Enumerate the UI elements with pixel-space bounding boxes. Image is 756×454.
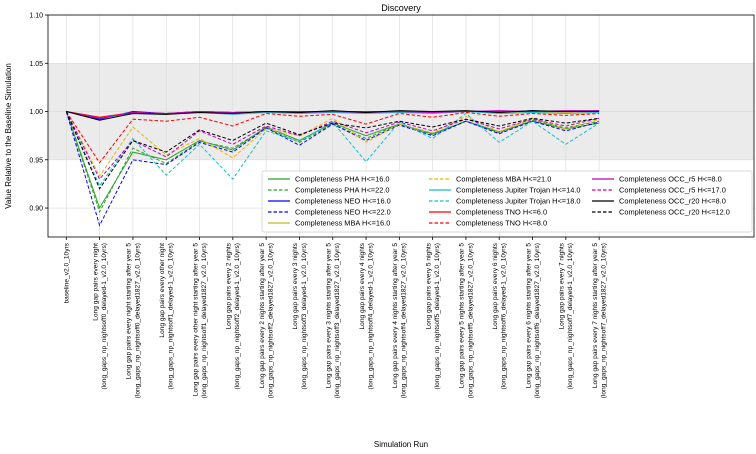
svg-text:Long gap pairs every 4 nights(: Long gap pairs every 4 nights (long_gaps_… <box>359 242 375 389</box>
legend-entry: Completeness OCC_r20 H<=8.0 <box>619 197 726 206</box>
svg-text:Long gap pairs every night(lon: Long gap pairs every night (long_gaps_np_… <box>92 243 108 390</box>
legend-entry: Completeness TNO H<=8.0 <box>456 219 547 228</box>
legend-entry: Completeness TNO H<=6.0 <box>456 208 547 217</box>
series-line-10 <box>66 110 600 119</box>
y-tick-label: 1.05 <box>29 61 43 68</box>
plot-frame <box>47 14 755 238</box>
x-tick-label: Long gap pairs every 6 nights starting a… <box>525 243 541 399</box>
series-line-13 <box>65 111 600 190</box>
x-tick-label: Long gap pairs every 5 nights (long_gaps_… <box>425 242 441 389</box>
x-tick-label: Long gap pairs every 7 nights (long_gaps_… <box>559 242 575 389</box>
x-tick-label: Long gap pairs every other night startin… <box>192 243 208 399</box>
svg-text:Long gap pairs every 6 nights(: Long gap pairs every 6 nights (long_gaps_… <box>492 242 508 389</box>
legend-entry: Completeness OCC_r5 H<=17.0 <box>619 186 726 195</box>
svg-text:Long gap pairs every 7 nights(: Long gap pairs every 7 nights (long_gaps_… <box>559 242 575 389</box>
svg-text:Long gap pairs every 7 nights: Long gap pairs every 7 nights starting a… <box>592 243 608 399</box>
x-tick-label: Long gap pairs every 2 nights starting a… <box>259 243 275 399</box>
series-line-7 <box>65 111 600 187</box>
legend-box <box>261 170 753 233</box>
series-line-12 <box>66 110 600 121</box>
y-tick-label: 0.90 <box>29 206 43 213</box>
legend-entry: Completeness PHA H<=16.0 <box>295 175 390 184</box>
svg-text:Long gap pairs every 2 nights: Long gap pairs every 2 nights starting a… <box>259 243 275 399</box>
svg-text:Long gap pairs every 6 nights: Long gap pairs every 6 nights starting a… <box>525 243 541 399</box>
legend-entry: Completeness OCC_r5 H<=8.0 <box>619 175 722 184</box>
svg-text:Long gap pairs every other nig: Long gap pairs every other night startin… <box>192 243 208 399</box>
x-tick-label: baseline_v2.0_10yrs <box>64 242 71 303</box>
legend-entry: Completeness MBA H<=16.0 <box>295 219 390 228</box>
legend-entry: Completeness NEO H<=16.0 <box>295 197 391 206</box>
y-tick-label: 1.10 <box>29 13 43 20</box>
x-tick-label: Long gap pairs every 6 nights (long_gaps_… <box>492 242 508 389</box>
svg-text:Long gap pairs every 5 nights(: Long gap pairs every 5 nights (long_gaps_… <box>425 242 441 389</box>
legend-entry: Completeness Jupiter Trojan H<=14.0 <box>456 186 580 195</box>
plot-area: 0.90 0.95 1.00 1.05 1.10 baseline_v2.0_10yrs L… <box>29 13 755 399</box>
svg-text:Long gap pairs every 5 nights: Long gap pairs every 5 nights starting a… <box>459 243 475 399</box>
legend-entry: Completeness OCC_r20 H<=12.0 <box>619 208 730 217</box>
series-line-11 <box>65 111 600 180</box>
y-tick-label: 0.95 <box>29 157 43 164</box>
legend: Completeness PHA H<=16.0 Completeness PHA… <box>261 170 753 233</box>
x-tick-label: Long gap pairs every 7 nights starting a… <box>592 243 608 399</box>
chart-title: Discovery <box>381 3 421 13</box>
x-tick-label: Long gap pairs every night (long_gaps_np_… <box>92 243 108 390</box>
x-tick-label: Long gap pairs every 4 nights starting a… <box>392 243 408 399</box>
x-axis-label: Simulation Run <box>374 440 428 449</box>
x-tick-label: Long gap pairs every 3 nights starting a… <box>326 243 342 399</box>
svg-text:Long gap pairs every other nig: Long gap pairs every other night (long_ga… <box>159 243 175 390</box>
svg-text:Long gap pairs every 3 nights(: Long gap pairs every 3 nights (long_gaps_… <box>292 242 308 389</box>
legend-entry: Completeness PHA H<=22.0 <box>295 186 390 195</box>
y-tick-label: 1.00 <box>29 109 43 116</box>
svg-text:Long gap pairs every 4 nights: Long gap pairs every 4 nights starting a… <box>392 243 408 399</box>
x-tick-label: Long gap pairs every other night (long_ga… <box>159 243 175 390</box>
series-line-5 <box>65 111 600 178</box>
svg-text:Long gap pairs every night sta: Long gap pairs every night starting afte… <box>126 243 142 399</box>
x-tick-label: Long gap pairs every 2 nights (long_gaps_… <box>226 242 242 389</box>
x-tick-label: Long gap pairs every 5 nights starting a… <box>459 243 475 399</box>
y-axis-label: Value Relative to the Baseline Simulatio… <box>4 63 13 209</box>
svg-text:Long gap pairs every 3 nights: Long gap pairs every 3 nights starting a… <box>326 243 342 399</box>
x-tick-label: Long gap pairs every 3 nights (long_gaps_… <box>292 242 308 389</box>
legend-entry: Completeness NEO H<=22.0 <box>295 208 391 217</box>
x-tick-label: Long gap pairs every night starting afte… <box>126 243 142 399</box>
x-tick-label: Long gap pairs every 4 nights (long_gaps_… <box>359 242 375 389</box>
legend-entry: Completeness Jupiter Trojan H<=18.0 <box>456 197 580 206</box>
svg-text:Long gap pairs every 2 nights(: Long gap pairs every 2 nights (long_gaps_… <box>226 242 242 389</box>
legend-entry: Completeness MBA H<=21.0 <box>456 175 551 184</box>
svg-text:baseline_v2.0_10yrs: baseline_v2.0_10yrs <box>64 242 71 303</box>
series-line-9 <box>65 111 600 164</box>
